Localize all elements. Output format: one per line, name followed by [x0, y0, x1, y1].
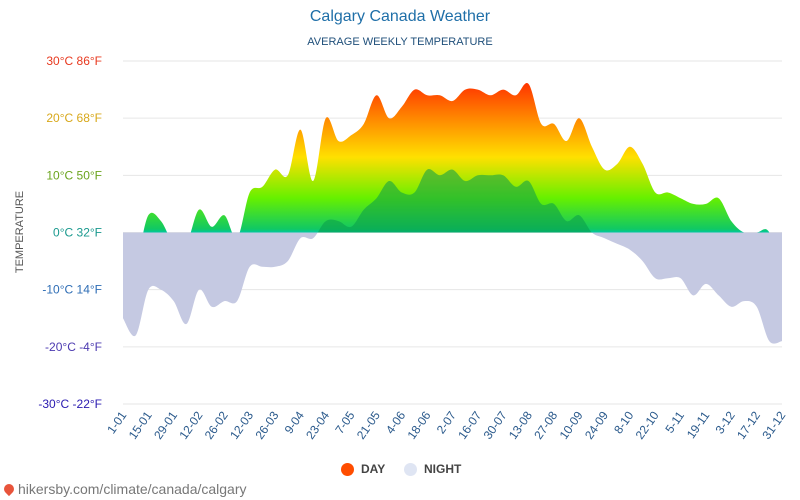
night-legend-dot: [404, 462, 417, 476]
day-area-above-zero: [123, 82, 782, 233]
x-tick-label: 12-03: [227, 408, 256, 441]
x-tick-label: 29-01: [151, 408, 180, 441]
y-tick-label: 10°C 50°F: [46, 168, 102, 182]
x-tick-label: 23-04: [303, 408, 332, 441]
night-area-above-zero: [123, 169, 782, 233]
source-url: hikersby.com/climate/canada/calgary: [18, 481, 247, 497]
x-tick-label: 26-03: [252, 408, 281, 441]
y-tick-label: -30°C -22°F: [38, 397, 102, 411]
x-tick-label: 12-02: [176, 408, 205, 441]
chart-title: Calgary Canada Weather: [309, 8, 491, 25]
night-area-series: [123, 169, 782, 344]
y-tick-label: 20°C 68°F: [46, 111, 102, 125]
legend-night[interactable]: NIGHT: [404, 462, 461, 476]
x-tick-label: 19-11: [684, 408, 713, 441]
x-tick-label: 16-07: [455, 408, 484, 441]
y-tick-label: 0°C 32°F: [53, 226, 102, 240]
y-axis-ticks: 30°C 86°F 20°C 68°F 10°C 50°F 0°C 32°F -10°C…: [38, 54, 102, 411]
x-tick-label: 13-08: [506, 408, 535, 441]
x-tick-label: 5-11: [662, 408, 687, 435]
y-tick-label: -10°C 14°F: [42, 283, 102, 297]
x-tick-label: 31-12: [759, 408, 788, 441]
x-tick-label: 22-10: [633, 408, 662, 441]
x-tick-label: 17-12: [734, 408, 763, 441]
x-tick-label: 30-07: [481, 408, 510, 441]
x-tick-label: 24-09: [582, 408, 611, 441]
x-tick-label: 26-02: [202, 408, 231, 441]
legend-day-label: DAY: [361, 462, 386, 476]
x-tick-label: 21-05: [354, 408, 383, 441]
y-axis-label: TEMPERATURE: [14, 190, 26, 274]
y-tick-label: -20°C -4°F: [45, 340, 102, 354]
day-legend-dot: [341, 462, 354, 476]
x-tick-label: 18-06: [405, 408, 434, 441]
source-link[interactable]: hikersby.com/climate/canada/calgary: [1, 481, 247, 497]
x-tick-label: 27-08: [531, 408, 560, 441]
x-tick-label: 10-09: [557, 408, 586, 441]
chart-subtitle: AVERAGE WEEKLY TEMPERATURE: [307, 36, 493, 48]
x-tick-label: 15-01: [126, 408, 155, 441]
legend-night-label: NIGHT: [424, 462, 462, 476]
legend-day[interactable]: DAY: [341, 462, 385, 476]
night-area-below-zero: [123, 232, 782, 344]
location-pin-icon: [1, 481, 17, 497]
y-tick-label: 30°C 86°F: [46, 54, 102, 68]
